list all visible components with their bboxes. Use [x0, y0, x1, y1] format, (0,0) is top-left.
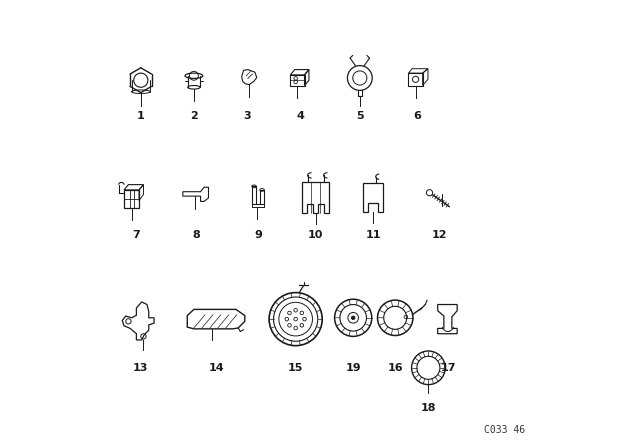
Text: 3: 3 — [243, 111, 251, 121]
Text: 11: 11 — [365, 230, 381, 240]
Text: 2: 2 — [190, 111, 198, 121]
Text: 12: 12 — [432, 230, 447, 240]
Text: 14: 14 — [208, 363, 224, 373]
Text: C033 46: C033 46 — [484, 425, 525, 435]
Text: 17: 17 — [440, 363, 456, 373]
Text: 5: 5 — [356, 111, 364, 121]
Circle shape — [426, 190, 433, 196]
Text: 8: 8 — [192, 230, 200, 240]
Text: 15: 15 — [288, 363, 303, 373]
Text: 6: 6 — [413, 111, 421, 121]
Text: 7: 7 — [132, 230, 140, 240]
Text: 4: 4 — [296, 111, 304, 121]
Text: 13: 13 — [133, 363, 148, 373]
Text: 16: 16 — [387, 363, 403, 373]
Circle shape — [351, 316, 355, 319]
Text: 10: 10 — [308, 230, 323, 240]
Bar — [408, 73, 422, 86]
Text: 1: 1 — [137, 111, 145, 121]
Text: 9: 9 — [254, 230, 262, 240]
Text: 19: 19 — [346, 363, 361, 373]
Text: 18: 18 — [420, 403, 436, 413]
